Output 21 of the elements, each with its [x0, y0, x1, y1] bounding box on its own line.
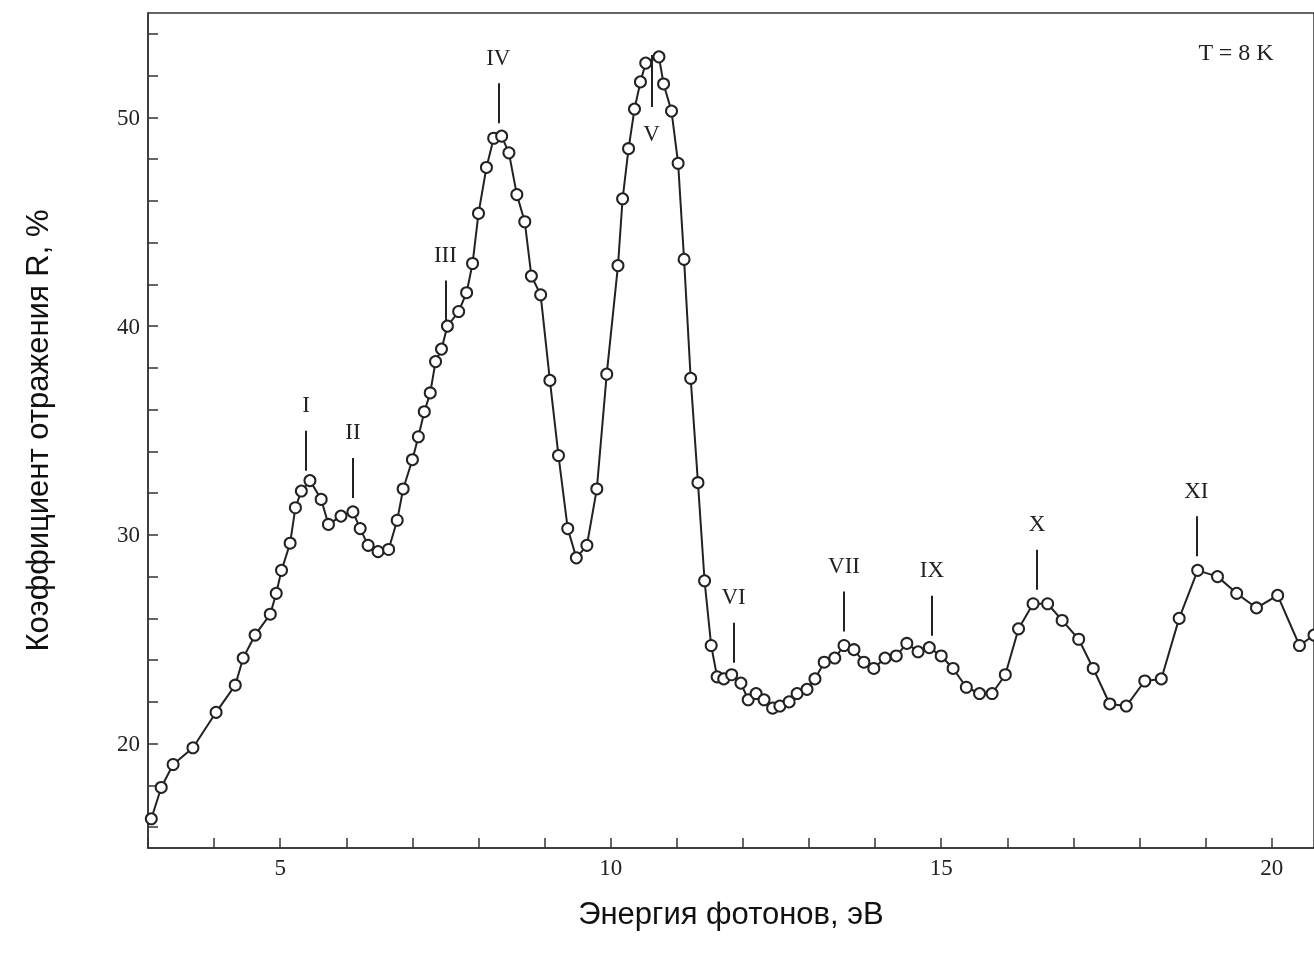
annotation: VII — [828, 553, 860, 579]
annotation: IX — [919, 557, 945, 583]
annotation: I — [302, 392, 310, 418]
annotation: III — [433, 241, 457, 267]
x-axis-title: Энергия фотонов, эВ — [578, 896, 884, 931]
annotation: II — [345, 419, 361, 445]
y-tick-label: 30 — [117, 522, 140, 548]
x-tick-label: 20 — [1260, 855, 1284, 880]
annotation: T = 8 K — [1198, 39, 1275, 65]
x-tick-label: 10 — [599, 855, 623, 880]
annotation: VI — [721, 584, 746, 610]
annotation: V — [643, 120, 661, 146]
y-tick-label: 40 — [117, 313, 140, 339]
y-tick-label: 20 — [117, 731, 140, 757]
x-tick-label: 5 — [274, 855, 286, 880]
annotation: XI — [1184, 477, 1209, 503]
y-tick-label: 50 — [117, 104, 140, 130]
x-tick-label: 15 — [929, 855, 953, 880]
y-axis-title: Коэффициент отражения R, % — [20, 209, 55, 652]
annotation: X — [1028, 511, 1046, 537]
annotation: IV — [486, 44, 511, 70]
